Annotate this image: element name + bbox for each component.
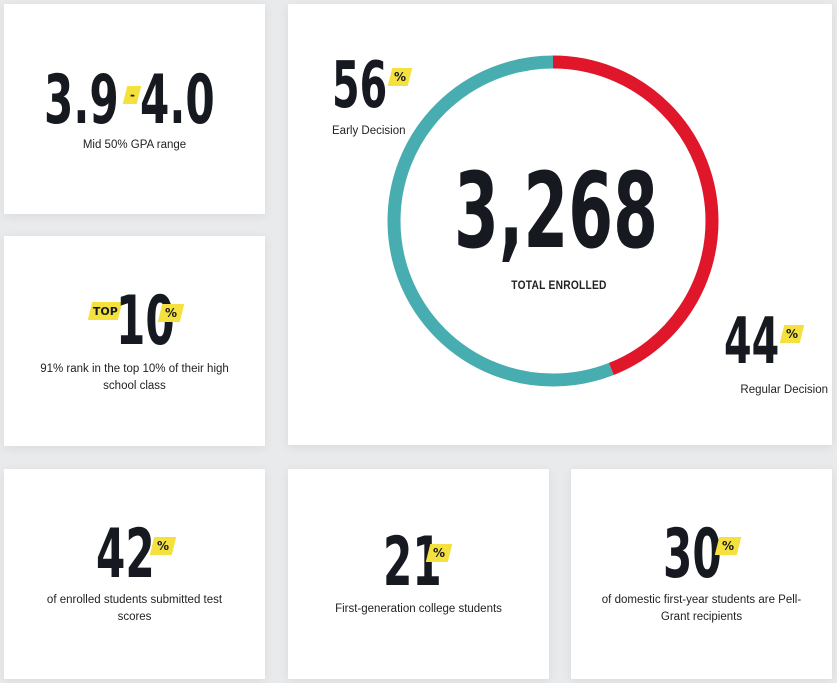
pell-caption-line1: of domestic first-year students are Pell… bbox=[601, 594, 802, 606]
pell-pct-tag: % bbox=[714, 537, 742, 555]
early-label: Early Decision bbox=[332, 125, 406, 137]
test-scores-pct-tag: % bbox=[149, 537, 177, 555]
pell-card: 30 % of domestic first-year students are… bbox=[571, 469, 832, 679]
top10-caption-line2: school class bbox=[103, 380, 166, 392]
top10-card: TOP 10 % 91% rank in the top 10% of thei… bbox=[4, 236, 265, 446]
first-gen-pct-tag: % bbox=[425, 544, 453, 562]
top10-pct-tag: % bbox=[157, 304, 185, 322]
total-enrolled-label: TOTAL ENROLLED bbox=[511, 278, 607, 292]
enrollment-card: 56 % Early Decision 3,268 TOTAL ENROLLED… bbox=[288, 4, 832, 445]
test-scores-caption-line1: of enrolled students submitted test bbox=[46, 594, 223, 606]
top10-caption-line1: 91% rank in the top 10% of their high bbox=[40, 363, 229, 375]
enrollment-donut bbox=[387, 55, 719, 387]
first-gen-card: 21 % First-generation college students bbox=[288, 469, 549, 679]
pell-caption-line2: Grant recipients bbox=[660, 611, 743, 623]
gpa-caption: Mid 50% GPA range bbox=[82, 139, 187, 151]
first-gen-number: 21 bbox=[383, 523, 442, 602]
pell-number: 30 bbox=[663, 515, 722, 594]
total-enrolled-value: 3,268 bbox=[454, 150, 658, 272]
test-scores-number: 42 bbox=[96, 515, 155, 594]
test-scores-card: 42 % of enrolled students submitted test… bbox=[4, 469, 265, 679]
gpa-card: 3.9 - 4.0 Mid 50% GPA range bbox=[4, 4, 265, 214]
first-gen-caption: First-generation college students bbox=[335, 603, 502, 615]
test-scores-caption-line2: scores bbox=[117, 611, 152, 623]
donut-regular-arc bbox=[387, 55, 719, 387]
gpa-high: 4.0 bbox=[140, 61, 215, 140]
regular-label: Regular Decision bbox=[740, 384, 828, 396]
early-value: 56 bbox=[332, 49, 388, 123]
regular-value: 44 bbox=[724, 305, 780, 379]
gpa-low: 3.9 bbox=[44, 61, 119, 140]
gpa-dash-tag: - bbox=[122, 86, 142, 104]
top10-number: 10 bbox=[116, 282, 175, 361]
